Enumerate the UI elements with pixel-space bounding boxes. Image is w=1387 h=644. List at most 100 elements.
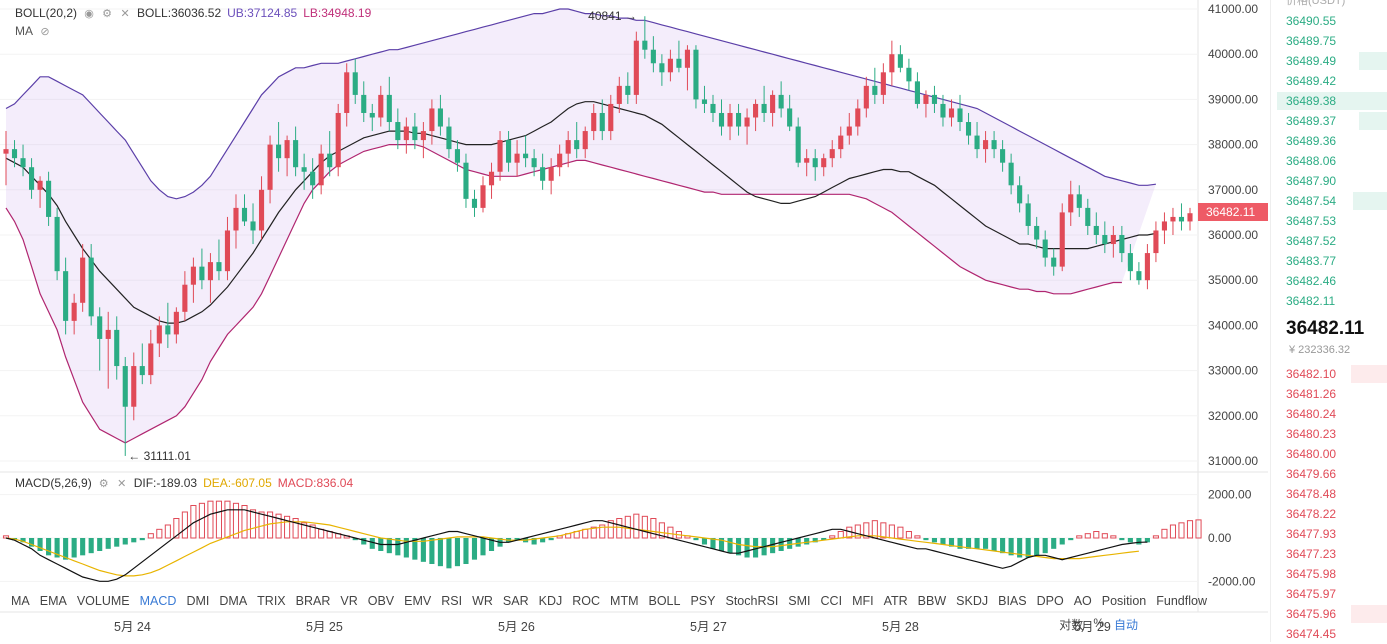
candle-body	[872, 85, 878, 95]
indicator-tab-cci[interactable]: CCI	[820, 594, 843, 608]
ask-row[interactable]: 36482.11	[1271, 291, 1387, 311]
macd-hist-bar	[1000, 538, 1006, 554]
indicator-tab-rsi[interactable]: RSI	[441, 594, 463, 608]
indicator-tab-smi[interactable]: SMI	[788, 594, 811, 608]
ask-row[interactable]: 36490.55	[1271, 11, 1387, 31]
bid-row[interactable]: 36475.98	[1271, 564, 1387, 584]
indicator-tab-ao[interactable]: AO	[1073, 594, 1092, 608]
indicator-tab-emv[interactable]: EMV	[404, 594, 432, 608]
ask-row[interactable]: 36487.90	[1271, 171, 1387, 191]
indicator-tab-stochrsi[interactable]: StochRSI	[725, 594, 779, 608]
kline-chart[interactable]: 41000.00 40000.00 39000.00 38000.00 37000.00…	[0, 0, 1268, 642]
order-price: 36488.06	[1286, 154, 1337, 168]
chart-area[interactable]: 41000.00 40000.00 39000.00 38000.00 37000.00…	[0, 0, 1268, 642]
macd-hist-bar	[1034, 538, 1040, 556]
indicator-tab-ema[interactable]: EMA	[39, 594, 67, 608]
order-price: 36479.66	[1286, 467, 1337, 481]
candle-body	[991, 140, 997, 150]
ask-row[interactable]: 36487.54	[1271, 191, 1387, 211]
ask-row[interactable]: 36489.49	[1271, 51, 1387, 71]
ask-row[interactable]: 36487.52	[1271, 231, 1387, 251]
indicator-tab-atr[interactable]: ATR	[883, 594, 908, 608]
macd-hist-bar	[701, 538, 708, 545]
bid-row[interactable]: 36482.10	[1271, 364, 1387, 384]
eye-icon[interactable]: ◉	[84, 7, 94, 20]
ask-row[interactable]: 36489.37	[1271, 111, 1387, 131]
bid-row[interactable]: 36478.22	[1271, 504, 1387, 524]
close-icon[interactable]: ✕	[120, 7, 130, 20]
bid-row[interactable]: 36475.97	[1271, 584, 1387, 604]
indicator-tab-bbw[interactable]: BBW	[917, 594, 947, 608]
macd-hist-bar	[275, 513, 282, 539]
indicator-tab-roc[interactable]: ROC	[572, 594, 601, 608]
macd-hist-bar	[215, 500, 223, 539]
ask-row[interactable]: 36487.53	[1271, 211, 1387, 231]
gear-icon[interactable]: ⚙	[102, 7, 112, 20]
candle-body	[284, 140, 290, 159]
indicator-tab-ma[interactable]: MA	[11, 594, 30, 608]
candle-body	[599, 112, 605, 132]
macd-hist-bar	[1169, 524, 1177, 539]
bid-row[interactable]: 36480.00	[1271, 444, 1387, 464]
bid-row[interactable]: 36480.23	[1271, 424, 1387, 444]
indicator-tab-volume[interactable]: VOLUME	[76, 594, 130, 608]
indicator-tab-skdj[interactable]: SKDJ	[956, 594, 989, 608]
indicator-tab-sar[interactable]: SAR	[502, 594, 529, 608]
ask-row[interactable]: 36489.42	[1271, 71, 1387, 91]
macd-hist-bar	[607, 520, 614, 539]
indicator-tab-vr[interactable]: VR	[340, 594, 358, 608]
macd-hist-bar	[369, 538, 375, 549]
candle-body	[488, 171, 495, 186]
auto-scale-button[interactable]: 自动	[1113, 618, 1138, 632]
indicator-tab-dma[interactable]: DMA	[219, 594, 248, 608]
indicator-tab-macd[interactable]: MACD	[139, 594, 177, 608]
candle-body	[710, 103, 716, 113]
macd-hist-bar	[1152, 535, 1159, 539]
indicator-tab-kdj[interactable]: KDJ	[538, 594, 563, 608]
bid-row[interactable]: 36478.48	[1271, 484, 1387, 504]
candle-body	[880, 72, 886, 95]
indicator-tab-dpo[interactable]: DPO	[1036, 594, 1064, 608]
indicator-tab-bias[interactable]: BIAS	[998, 594, 1027, 608]
indicator-tab-mfi[interactable]: MFI	[852, 594, 874, 608]
bid-row[interactable]: 36479.66	[1271, 464, 1387, 484]
time-label: 5月 24	[114, 620, 151, 634]
ask-row[interactable]: 36489.38	[1271, 91, 1387, 111]
ask-row[interactable]: 36482.46	[1271, 271, 1387, 291]
indicator-tab-obv[interactable]: OBV	[367, 594, 395, 608]
bid-row[interactable]: 36474.45	[1271, 624, 1387, 644]
indicator-tab-psy[interactable]: PSY	[690, 594, 716, 608]
candle-body	[1085, 207, 1091, 226]
indicator-tab-boll[interactable]: BOLL	[648, 594, 681, 608]
macd-hist-bar	[173, 518, 180, 539]
ask-row[interactable]: 36488.06	[1271, 151, 1387, 171]
indicator-tab-wr[interactable]: WR	[472, 594, 493, 608]
indicator-tab-dmi[interactable]: DMI	[186, 594, 210, 608]
macd-hist-bar	[386, 538, 392, 554]
bid-row[interactable]: 36477.23	[1271, 544, 1387, 564]
candle-body	[983, 140, 989, 150]
bid-row[interactable]: 36480.24	[1271, 404, 1387, 424]
depth-bar	[1350, 365, 1387, 383]
ask-row[interactable]: 36483.77	[1271, 251, 1387, 271]
eye-hidden-icon[interactable]: ⊘	[40, 25, 50, 38]
indicator-tab-position[interactable]: Position	[1101, 594, 1147, 608]
candle-body	[931, 94, 938, 104]
indicator-tab-trix[interactable]: TRIX	[257, 594, 286, 608]
candle-body	[412, 126, 418, 141]
indicator-tab-brar[interactable]: BRAR	[295, 594, 331, 608]
ask-row[interactable]: 36489.75	[1271, 31, 1387, 51]
close-icon[interactable]: ✕	[117, 477, 127, 490]
bid-row[interactable]: 36475.96	[1271, 604, 1387, 624]
log-scale-button[interactable]: 对数	[1059, 618, 1084, 632]
order-price: 36482.46	[1286, 274, 1337, 288]
gear-icon[interactable]: ⚙	[98, 477, 109, 490]
indicator-tab-fundflow[interactable]: Fundflow	[1156, 594, 1207, 608]
ask-row[interactable]: 36489.36	[1271, 131, 1387, 151]
macd-hist-bar	[258, 511, 265, 539]
percent-scale-button[interactable]: %	[1093, 616, 1104, 630]
bid-row[interactable]: 36481.26	[1271, 384, 1387, 404]
order-price: 36482.10	[1286, 367, 1337, 381]
bid-row[interactable]: 36477.93	[1271, 524, 1387, 544]
indicator-tab-mtm[interactable]: MTM	[610, 594, 639, 608]
